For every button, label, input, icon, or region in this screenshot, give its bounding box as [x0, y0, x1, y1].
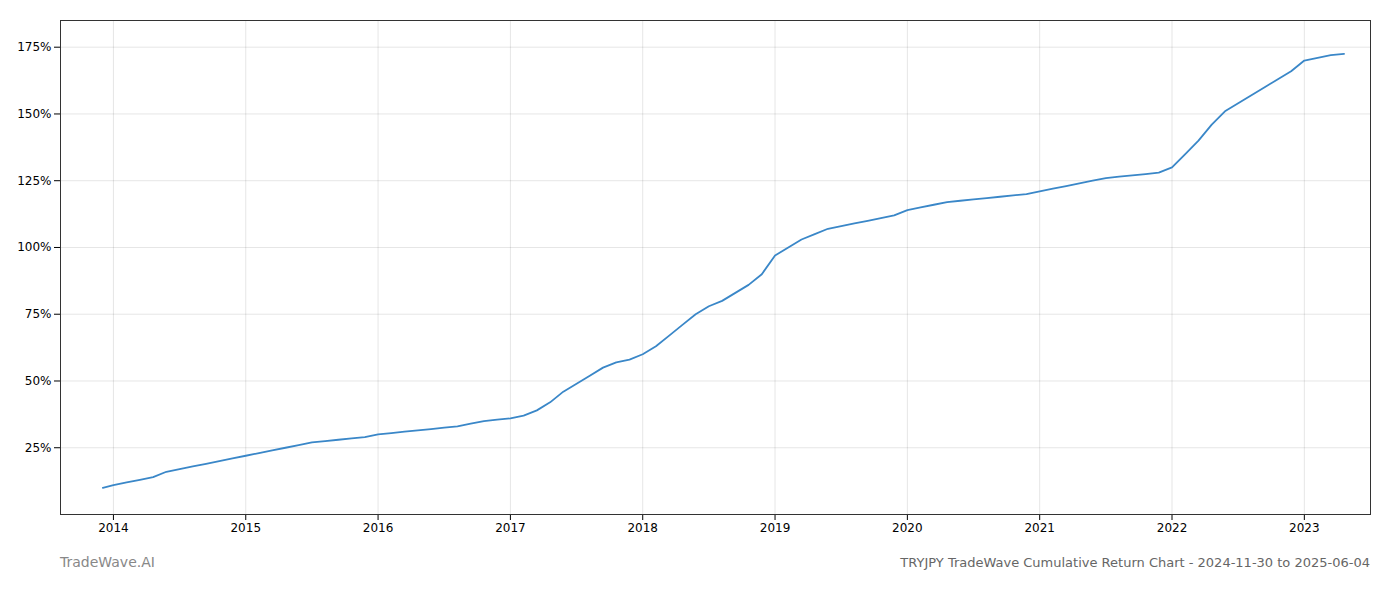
svg-text:2021: 2021 — [1024, 521, 1055, 535]
svg-text:2018: 2018 — [627, 521, 658, 535]
svg-text:175%: 175% — [17, 40, 51, 54]
svg-text:2020: 2020 — [892, 521, 923, 535]
svg-text:150%: 150% — [17, 107, 51, 121]
svg-text:25%: 25% — [25, 441, 52, 455]
svg-text:2015: 2015 — [230, 521, 261, 535]
svg-text:2017: 2017 — [495, 521, 526, 535]
svg-text:75%: 75% — [25, 307, 52, 321]
svg-text:2023: 2023 — [1289, 521, 1320, 535]
html-text:TRYJPY TradeWave Cumulative Re: TRYJPY TradeWave Cumulative Return Chart… — [900, 555, 1370, 570]
svg-text:2016: 2016 — [363, 521, 394, 535]
svg-text:50%: 50% — [25, 374, 52, 388]
svg-text:2014: 2014 — [98, 521, 129, 535]
svg-text:100%: 100% — [17, 240, 51, 254]
svg-text:125%: 125% — [17, 174, 51, 188]
svg-text:2022: 2022 — [1157, 521, 1188, 535]
html-text:TradeWave.AI: TradeWave.AI — [60, 554, 155, 570]
svg-text:2019: 2019 — [760, 521, 791, 535]
